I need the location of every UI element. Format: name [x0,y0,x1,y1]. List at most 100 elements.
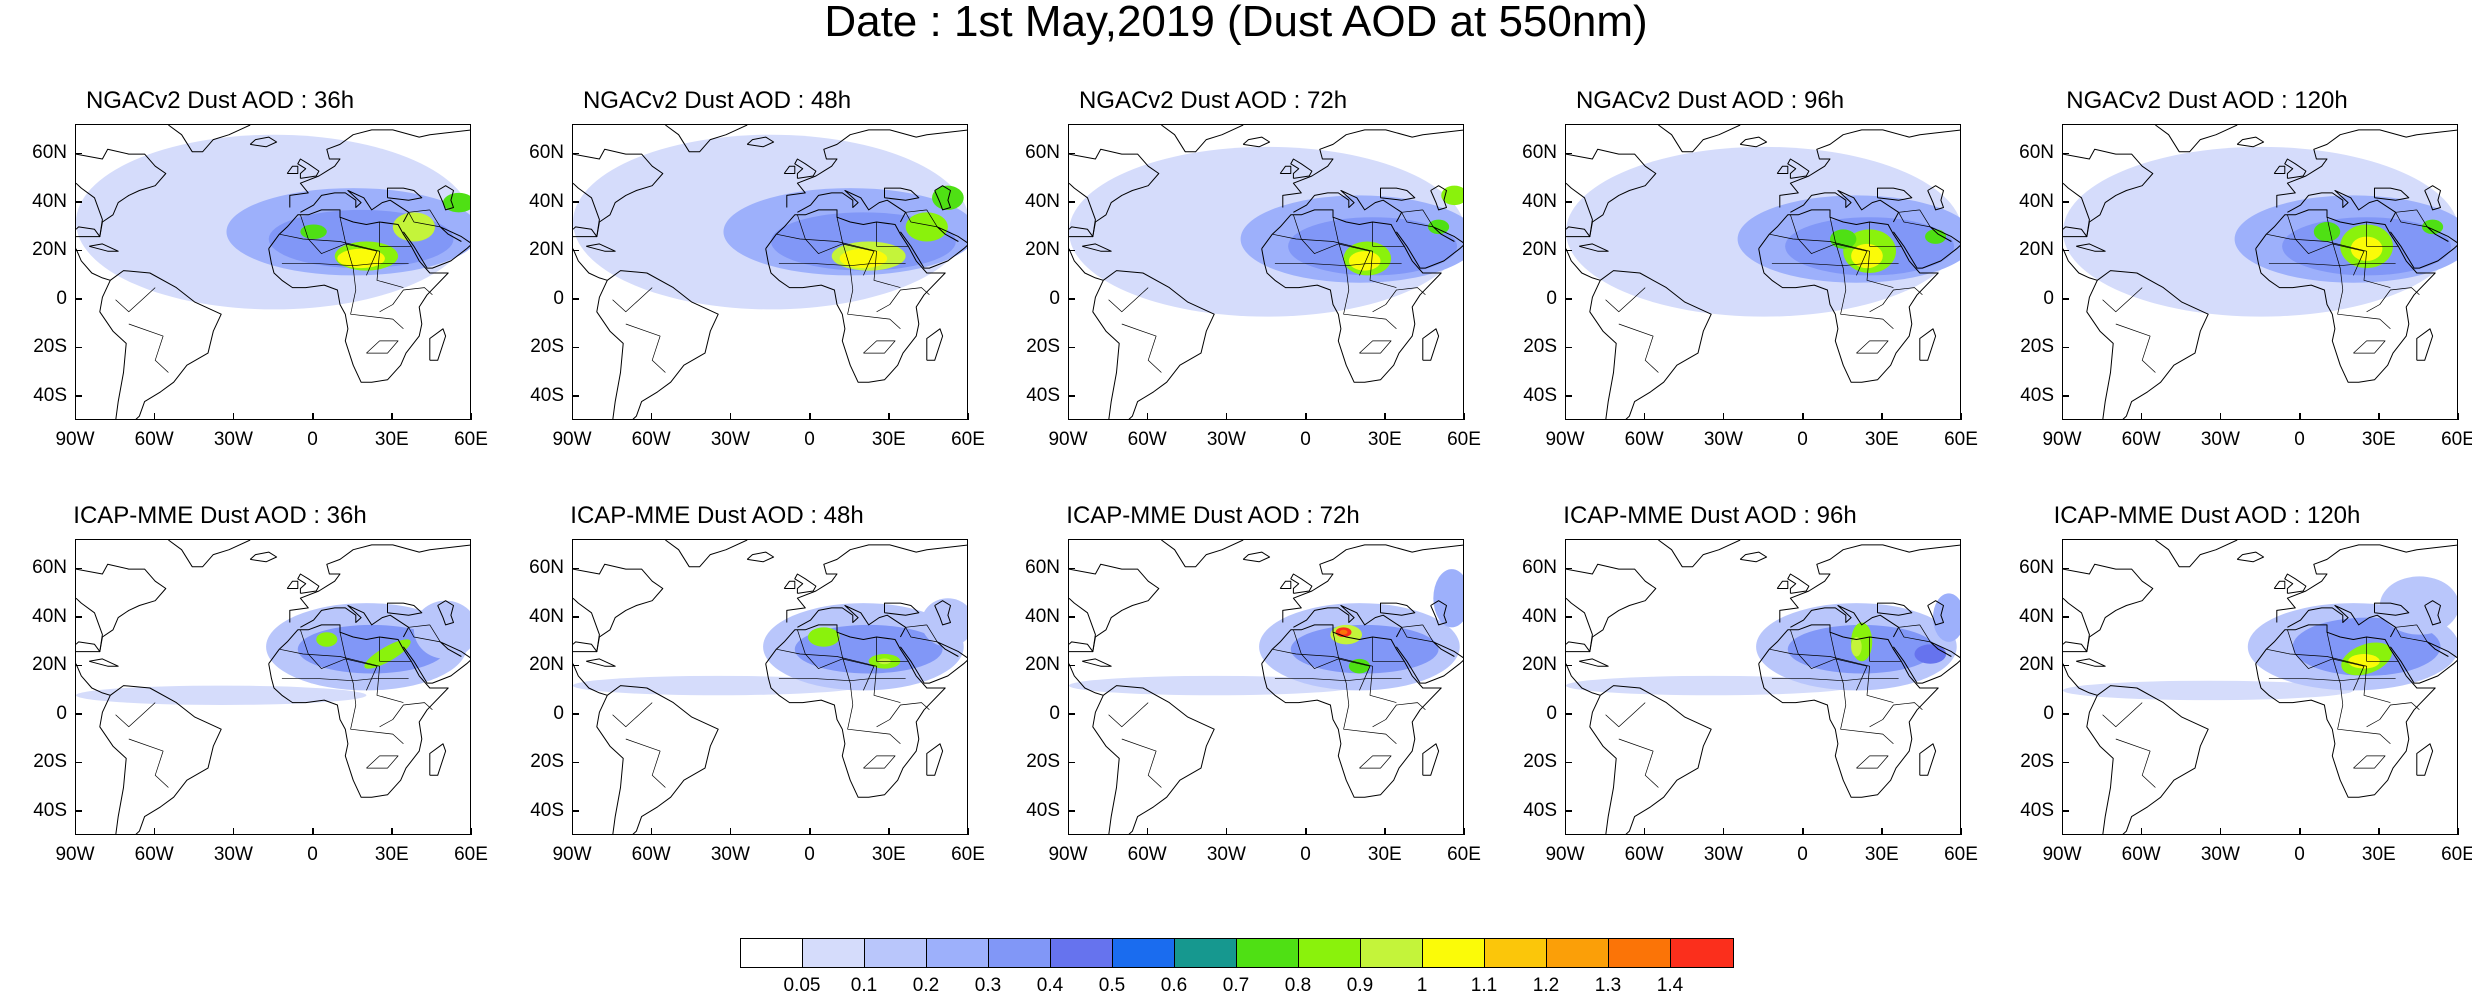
coastline [168,125,251,153]
lat-tick [572,713,579,715]
colorbar-label: 0.2 [912,975,940,996]
lat-tick [1068,616,1075,618]
coastline [2255,209,2436,383]
lon-tick [2457,828,2459,835]
lat-tick-label: 20N [1025,654,1060,676]
coastline [1422,743,1440,776]
country-border [1618,738,1659,788]
country-border [2102,287,2143,313]
panel-title: ICAP-MME Dust AOD : 48h [570,502,864,529]
country-border [1856,340,1889,354]
coastline [926,743,944,776]
coastline [786,129,967,208]
coastline [1779,129,1960,208]
coastline [1242,551,1271,563]
lon-tick [2061,413,2063,420]
coastline [1279,165,1292,174]
dust-aod-map [573,540,967,834]
lon-tick [1881,828,1883,835]
lat-tick-label: 0 [56,287,67,309]
coastline [573,597,600,653]
dust-plume [807,627,840,647]
country-border [1898,209,1931,228]
lat-tick [1565,567,1572,570]
lon-tick [571,413,573,420]
lon-tick [1067,413,1069,420]
lat-tick [572,664,579,667]
lon-tick-label: 30E [2361,844,2396,865]
dust-aod-map [2063,540,2457,834]
colorbar-label: 1.2 [1532,975,1560,996]
country-border [1274,677,1402,682]
country-border [366,755,399,769]
figure-title: Date : 1st May,2019 (Dust AOD at 550nm) [824,0,1648,46]
lon-tick [888,413,890,420]
lat-tick [2062,810,2069,812]
coastline [1927,600,1944,626]
colorbar-swatch [740,938,804,968]
lat-tick [1565,249,1572,252]
coastline [746,136,775,148]
coastline [2063,148,2154,238]
coastline [1739,551,1768,563]
lat-tick-label: 40N [2019,605,2054,627]
lon-tick [1384,413,1386,420]
country-border [905,209,938,228]
country-border [1272,233,1397,288]
lon-tick-label: 0 [1300,429,1311,450]
coastline [1161,540,1244,568]
lat-tick-label: 20N [2019,239,2054,261]
lon-tick-label: 60E [1447,844,1481,865]
colorbar-label: 0.7 [1222,975,1250,996]
country-border [876,637,909,662]
dust-peak [1339,629,1348,635]
coastline [2063,248,2098,281]
coastline [2389,641,2457,684]
lon-tick-label: 30W [213,844,253,865]
country-border [1769,233,1894,288]
coastline [1092,685,1215,834]
coastline [1092,270,1215,419]
coastline [786,544,967,623]
lon-tick [2061,828,2063,835]
coastline [1758,209,1939,383]
country-border [128,738,169,788]
lat-tick [75,616,82,618]
country-border [876,287,930,313]
coastline [1739,136,1768,148]
coastline [899,641,967,684]
coastline [76,148,167,238]
lon-tick-label: 30W [213,429,253,450]
lat-tick-label: 20S [33,751,67,773]
map-frame [2062,124,2458,420]
coastline [249,551,278,563]
coastline [746,551,775,563]
dust-plume [905,212,948,242]
coastline [402,226,470,269]
lon-tick [232,828,235,835]
lat-tick-label: 0 [1049,702,1060,724]
lon-tick-label: 90W [2042,429,2082,450]
lat-tick [1068,713,1075,715]
coastline [429,743,447,776]
coastline [1919,743,1937,776]
coastline [286,580,299,589]
coastline [1758,624,1939,798]
map-frame [1565,539,1961,835]
country-border [379,637,412,662]
lon-tick-label: 30E [871,844,906,865]
country-border [1121,738,1162,788]
lat-tick [1068,249,1075,252]
country-border [2287,214,2365,276]
country-border [1108,702,1149,728]
colorbar-label: 1.4 [1656,975,1684,996]
lon-tick [809,828,811,835]
coastline [596,685,719,834]
coastline [1790,605,1900,638]
map-frame [1565,124,1961,420]
country-border [115,702,156,728]
dust-plume [442,192,470,213]
dust-plume [1925,229,1947,244]
country-border [1372,287,1426,313]
country-border [2326,632,2391,745]
